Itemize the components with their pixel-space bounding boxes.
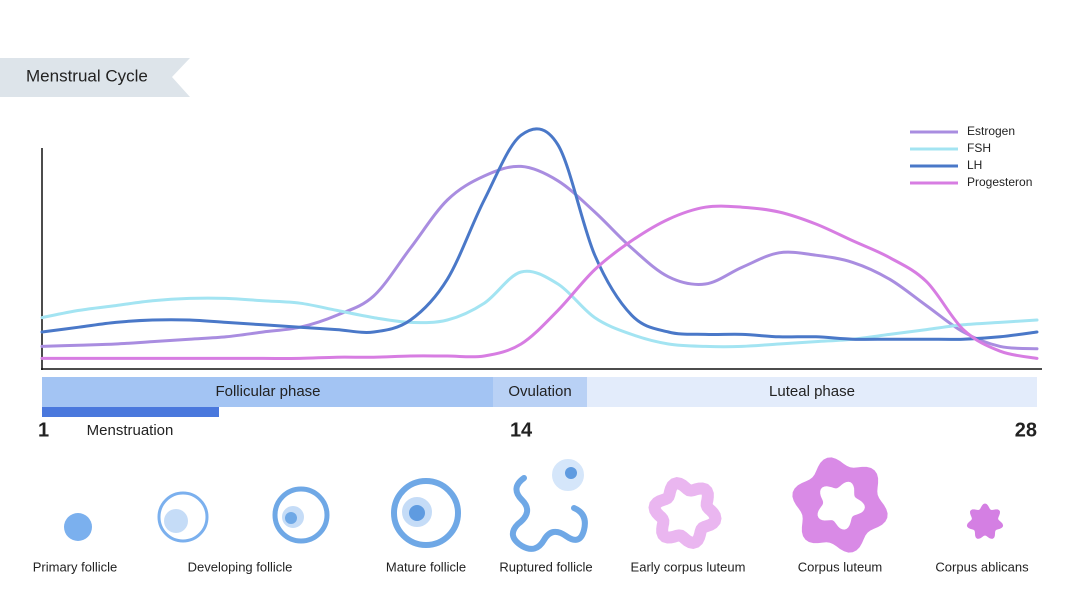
phase-label: Follicular phase: [215, 383, 320, 400]
x-tick-label: 28: [1015, 419, 1037, 441]
mature-follicle-icon: [409, 505, 425, 521]
early-corpus-luteum-icon: [648, 477, 722, 549]
primary-follicle-icon: [64, 513, 92, 541]
stage-label: Mature follicle: [386, 559, 466, 574]
phase-bar: [42, 377, 493, 407]
menstruation-label: Menstruation: [87, 422, 174, 439]
phase-bar: [493, 377, 587, 407]
menstruation-bar: [42, 407, 219, 417]
ruptured-follicle-icon: [565, 467, 577, 479]
corpus-luteum-icon: [792, 457, 888, 553]
ruptured-follicle-icon: [509, 475, 588, 552]
legend-label: Progesteron: [967, 175, 1032, 189]
stage-label: Primary follicle: [33, 559, 118, 574]
legend-label: LH: [967, 158, 982, 172]
hormone-line: [40, 204, 1039, 360]
stage-label: Corpus luteum: [798, 559, 883, 574]
x-tick-label: 14: [510, 419, 533, 441]
x-tick-label: 1: [38, 419, 49, 441]
hormone-line: [40, 269, 1039, 349]
title-tag: [0, 58, 190, 97]
phase-label: Luteal phase: [769, 383, 855, 400]
developing-follicle-icon: [164, 509, 188, 533]
hormone-line: [40, 164, 1039, 351]
developing-follicle-icon: [285, 512, 297, 524]
hormone-line: [40, 127, 1039, 341]
stage-label: Early corpus luteum: [631, 559, 746, 574]
stage-label: Developing follicle: [188, 559, 293, 574]
chart-title: Menstrual Cycle: [26, 66, 148, 85]
stage-label: Corpus ablicans: [935, 559, 1029, 574]
phase-label: Ovulation: [508, 383, 571, 400]
stage-label: Ruptured follicle: [499, 559, 592, 574]
corpus-ablicans-icon: [966, 503, 1004, 539]
phase-bar: [587, 377, 1037, 407]
legend-label: FSH: [967, 141, 991, 155]
legend-label: Estrogen: [967, 124, 1015, 138]
